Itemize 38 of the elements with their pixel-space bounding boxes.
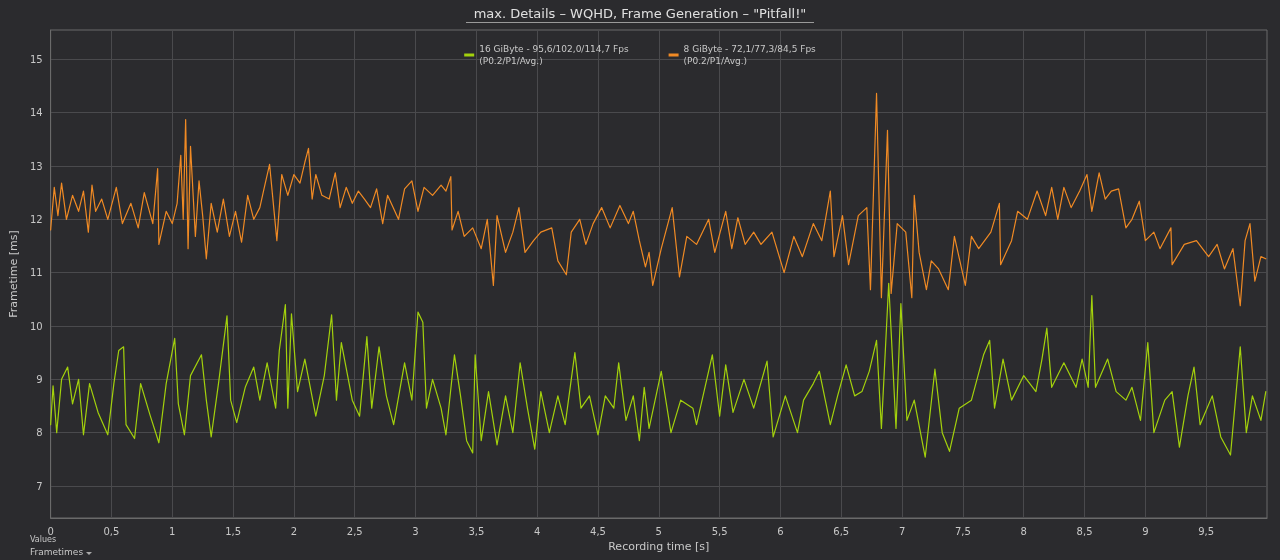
x-tick-label: 1,5 [225,525,242,537]
chart-title: max. Details – WQHD, Frame Generation – "Pitfall!" [473,6,807,21]
x-tick-label: 6,5 [833,525,850,537]
x-tick-label: 5 [655,525,662,537]
x-tick-label: 3,5 [468,525,485,537]
y-tick-label: 11 [29,267,43,279]
x-tick-label: 0 [47,525,54,537]
x-tick-label: 4 [533,525,541,537]
y-tick-label: 8 [36,427,43,439]
y-tick-label: 13 [29,160,43,172]
x-tick-label: 7,5 [954,525,971,537]
legend-label: 16 GiByte - 95,6/102,0/114,7 Fps (P0.2/P1/Avg.) [479,44,629,66]
x-tick-label: 4,5 [590,525,606,537]
y-tick-label: 10 [29,320,43,332]
x-axis-title: Recording time [s] [608,539,710,553]
x-tick-label: 7 [898,525,906,537]
y-tick-label: 15 [29,53,43,65]
x-tick-label: 5,5 [711,525,728,537]
x-tick-label: 1 [169,525,176,537]
y-axis-title: Frametime [ms] [7,230,20,318]
y-tick-label: 7 [36,480,43,492]
text: Frametimes [30,546,84,557]
legend-label: 8 GiByte - 72,1/77,3/84,5 Fps (P0.2/P1/Avg.) [683,44,817,66]
x-tick-label: 0,5 [103,525,120,537]
y-tick-label: 9 [36,373,43,385]
line-series [50,282,1267,458]
text: Values [30,534,57,544]
line-series [50,92,1267,307]
x-tick-label: 2 [290,525,298,537]
y-tick-label: 14 [29,107,43,119]
x-tick-label: 9 [1142,525,1149,537]
y-tick-label: 12 [29,213,43,225]
x-tick-label: 6 [777,525,784,537]
x-tick-label: 3 [412,525,419,537]
x-tick-label: 8,5 [1076,525,1093,537]
x-tick-label: 8 [1020,525,1027,537]
x-tick-label: 9,5 [1198,525,1215,537]
x-tick-label: 2,5 [346,525,363,537]
